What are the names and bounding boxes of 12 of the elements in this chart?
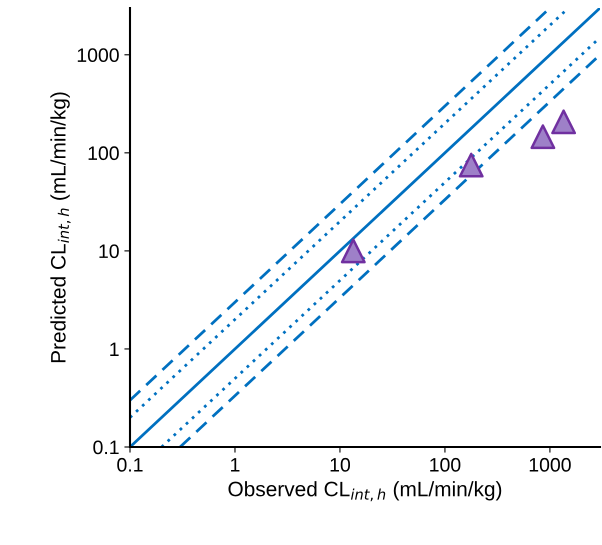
y-tick-label: 1 [110,342,119,356]
y-tick-label: 1000 [78,48,119,62]
y-tick-label: 10 [99,244,119,258]
y-tick-label: 0.1 [93,440,119,454]
x-tick-label: 100 [430,458,460,472]
x-axis-title: Observed CL$_{int,h}$ (mL/min/kg) [228,481,502,502]
y-tick-label: 100 [88,146,119,160]
x-tick-label: 10 [330,458,350,472]
x-tick-label: 1 [231,458,240,472]
x-tick-label: 1000 [530,458,571,472]
y-axis-title: Predicted CL$_{int,h}$ (mL/min/kg) [50,92,71,362]
x-tick-label: 0.1 [117,458,143,472]
